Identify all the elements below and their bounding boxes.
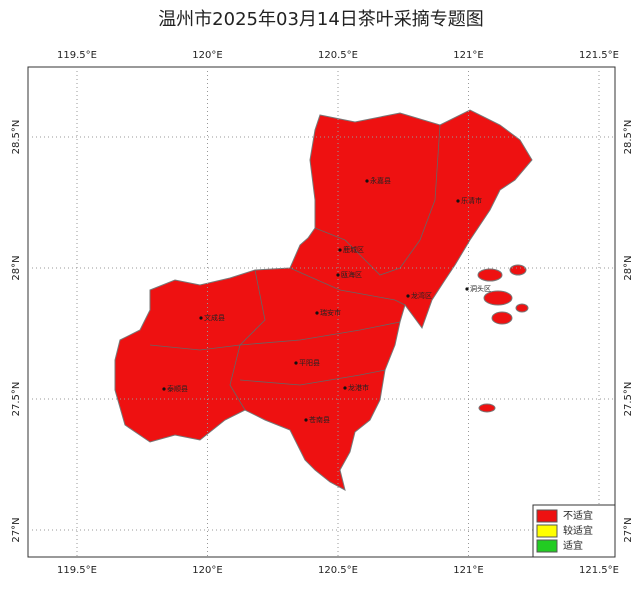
legend-swatch bbox=[536, 509, 558, 523]
place-label: 瑞安市 bbox=[320, 308, 341, 317]
lon-label: 121°E bbox=[453, 50, 483, 61]
wenzhou-area bbox=[114, 109, 533, 491]
legend-swatch bbox=[536, 524, 558, 538]
place-label: 苍南县 bbox=[309, 415, 330, 424]
lon-label: 121.5°E bbox=[579, 565, 619, 576]
place-label: 乐清市 bbox=[461, 196, 482, 205]
lat-label: 27.5°N bbox=[623, 382, 634, 417]
lat-label: 27.5°N bbox=[11, 382, 22, 417]
lat-label: 27°N bbox=[623, 517, 634, 542]
place-label: 洞头区 bbox=[470, 284, 491, 293]
legend-label: 适宜 bbox=[563, 539, 583, 552]
place-label: 永嘉县 bbox=[370, 176, 391, 185]
lon-label: 121.5°E bbox=[579, 50, 619, 61]
place-dot bbox=[343, 386, 347, 390]
place-dot bbox=[406, 294, 410, 298]
place-dot bbox=[465, 287, 469, 291]
lat-label: 28.5°N bbox=[623, 120, 634, 155]
place-label: 平阳县 bbox=[299, 358, 320, 367]
place-label: 泰顺县 bbox=[167, 384, 188, 393]
lon-label: 120.5°E bbox=[318, 50, 358, 61]
place-dot bbox=[162, 387, 166, 391]
lat-label: 28°N bbox=[11, 255, 22, 280]
legend-swatch bbox=[536, 539, 558, 553]
place-dot bbox=[294, 361, 298, 365]
place-dot bbox=[315, 311, 319, 315]
lon-label: 120°E bbox=[192, 50, 222, 61]
region bbox=[114, 109, 533, 491]
place-dot bbox=[456, 199, 460, 203]
place-dot bbox=[338, 248, 342, 252]
lat-label: 28°N bbox=[623, 255, 634, 280]
graticule: 119.5°E 119.5°E 120°E 120°E 120.5°E 120.5°E 12… bbox=[11, 50, 634, 576]
islands bbox=[477, 264, 529, 413]
lon-label: 121°E bbox=[453, 565, 483, 576]
place-dot bbox=[304, 418, 308, 422]
place-label: 鹿城区 bbox=[343, 245, 364, 254]
lon-label: 120°E bbox=[192, 565, 222, 576]
place-dot bbox=[199, 316, 203, 320]
lon-label: 119.5°E bbox=[57, 565, 97, 576]
lat-label: 27°N bbox=[11, 517, 22, 542]
legend-label: 不适宜 bbox=[563, 509, 593, 522]
lon-label: 120.5°E bbox=[318, 565, 358, 576]
place-dot bbox=[336, 273, 340, 277]
place-label: 龙湾区 bbox=[411, 291, 432, 300]
place-label: 文成县 bbox=[204, 313, 225, 322]
lon-label: 119.5°E bbox=[57, 50, 97, 61]
lat-label: 28.5°N bbox=[11, 120, 22, 155]
legend-label: 较适宜 bbox=[563, 524, 593, 537]
place-dot bbox=[365, 179, 369, 183]
place-label: 龙港市 bbox=[348, 383, 369, 392]
place-label: 瓯海区 bbox=[341, 270, 362, 279]
map-title: 温州市2025年03月14日茶叶采摘专题图 bbox=[158, 9, 484, 30]
